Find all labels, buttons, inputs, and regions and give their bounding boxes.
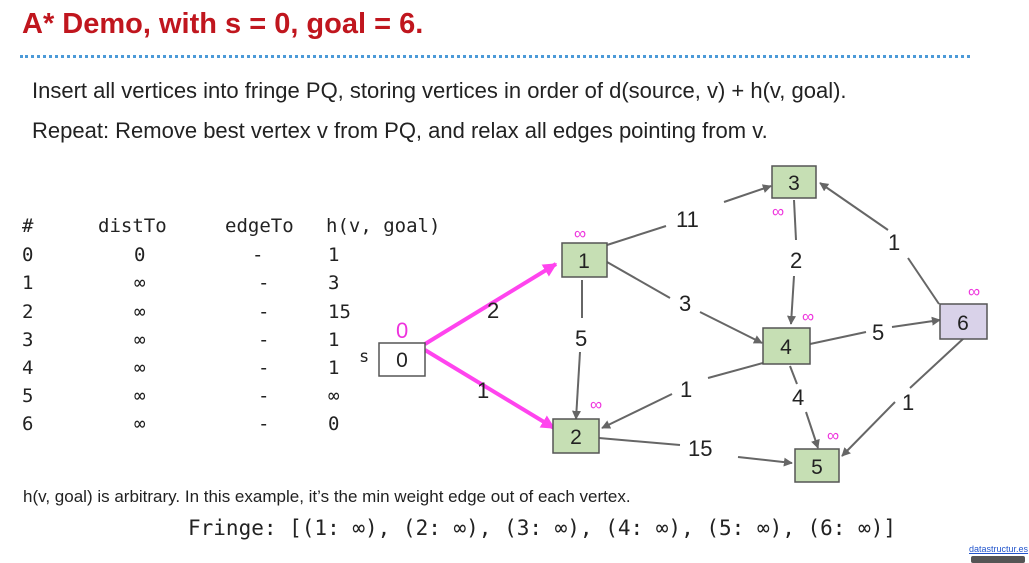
vertex-1-label: 1 [578,250,590,273]
edge-4-6 [891,316,941,328]
dist-label-2: ∞ [590,395,602,414]
edge-weight-0-1: 2 [487,298,499,323]
edge-0-2 [423,348,556,430]
edge-3-4-segment [793,199,797,241]
table-cell-vertex: 3 [22,329,34,351]
license-badge-icon [971,556,1025,563]
edge-6-5-segment [909,337,965,389]
table-cell-heuristic: 3 [328,272,340,294]
table-cell-distto: ∞ [134,272,146,294]
table-header-vertex: # [22,215,34,237]
table-cell-heuristic: 1 [328,244,340,266]
table-cell-heuristic: 0 [328,413,340,435]
vertex-2-box [552,418,600,454]
edge-weight-6-5: 1 [902,390,914,415]
dist-label-5: ∞ [827,426,839,445]
table-header-heuristic: h(v, goal) [326,215,441,237]
edge-4-5-segment [789,365,798,385]
table-cell-edgeto: - [258,357,270,379]
vertex-2-label: 2 [570,426,582,449]
table-cell-distto: ∞ [134,301,146,323]
edge-4-2 [601,393,673,429]
edge-1-4 [699,311,763,344]
dist-label-3: ∞ [772,202,784,221]
table-cell-vertex: 5 [22,385,34,407]
edge-6-3 [819,182,889,231]
dist-label-1: ∞ [574,224,586,243]
vertex-0-label: 0 [396,349,408,372]
table-header-distto: distTo [98,215,167,237]
vertex-3-box [771,165,817,199]
edge-1-3 [723,184,772,203]
table-cell-vertex: 6 [22,413,34,435]
source-label: s [359,347,369,367]
table-cell-edgeto: - [258,272,270,294]
table-cell-distto: ∞ [134,413,146,435]
table-cell-heuristic: ∞ [328,385,340,407]
edge-1-2 [571,351,581,420]
vertex-6-label: 6 [957,312,969,335]
edge-3-4 [787,275,796,325]
edge-weight-3-4: 2 [790,248,802,273]
edge-weight-1-3: 11 [676,207,699,232]
edge-1-4-segment [606,261,671,299]
vertex-1-box [561,242,608,278]
slide-title: A* Demo, with s = 0, goal = 6. [22,8,424,40]
title-divider [20,55,970,58]
credit-link[interactable]: datastructur.es [969,544,1029,554]
edge-4-5 [805,411,820,449]
table-cell-vertex: 4 [22,357,34,379]
edge-weight-4-6: 5 [872,320,884,345]
table-cell-edgeto: - [258,329,270,351]
table-cell-distto: ∞ [134,385,146,407]
dist-label-6: ∞ [968,282,980,301]
table-cell-distto: ∞ [134,357,146,379]
table-cell-vertex: 2 [22,301,34,323]
edge-6-3-segment [907,257,940,305]
table-cell-heuristic: 1 [328,329,340,351]
edge-4-6-segment [809,331,867,345]
table-cell-edgeto: - [258,301,270,323]
table-cell-vertex: 1 [22,272,34,294]
table-cell-vertex: 0 [22,244,34,266]
dist-label-0: 0 [396,318,408,343]
edge-4-2-segment [707,362,764,379]
heuristic-footnote: h(v, goal) is arbitrary. In this example… [23,487,631,506]
vertex-0-box [378,342,426,377]
instruction-line-2: Repeat: Remove best vertex v from PQ, an… [32,118,768,143]
edge-6-5 [841,401,896,457]
table-cell-heuristic: 1 [328,357,340,379]
edge-weight-0-2: 1 [477,378,489,403]
edge-2-5-segment [598,437,681,446]
vertex-4-label: 4 [780,336,792,359]
table-cell-distto: ∞ [134,329,146,351]
table-cell-heuristic: 15 [328,301,351,323]
edge-2-5 [737,456,793,467]
table-cell-edgeto: - [252,244,264,266]
edge-weight-1-2: 5 [575,326,587,351]
vertex-5-label: 5 [811,456,823,479]
edge-weight-4-2: 1 [680,377,692,402]
table-header-edgeto: edgeTo [225,215,294,237]
edge-weight-2-5: 15 [688,436,712,461]
vertex-5-box [794,448,840,483]
table-cell-distto: 0 [134,244,146,266]
edge-weight-6-3: 1 [888,230,900,255]
table-cell-edgeto: - [258,413,270,435]
table-cell-edgeto: - [258,385,270,407]
vertex-4-box [762,327,811,365]
edge-weight-4-5: 4 [792,385,804,410]
fringe-state: Fringe: [(1: ∞), (2: ∞), (3: ∞), (4: ∞),… [188,516,897,540]
vertex-3-label: 3 [788,172,800,195]
dist-label-4: ∞ [802,307,814,326]
instruction-line-1: Insert all vertices into fringe PQ, stor… [32,78,847,103]
edge-weight-1-4: 3 [679,291,691,316]
edge-1-3-segment [606,225,667,246]
edge-0-1 [423,262,558,346]
vertex-6-box [939,303,988,340]
